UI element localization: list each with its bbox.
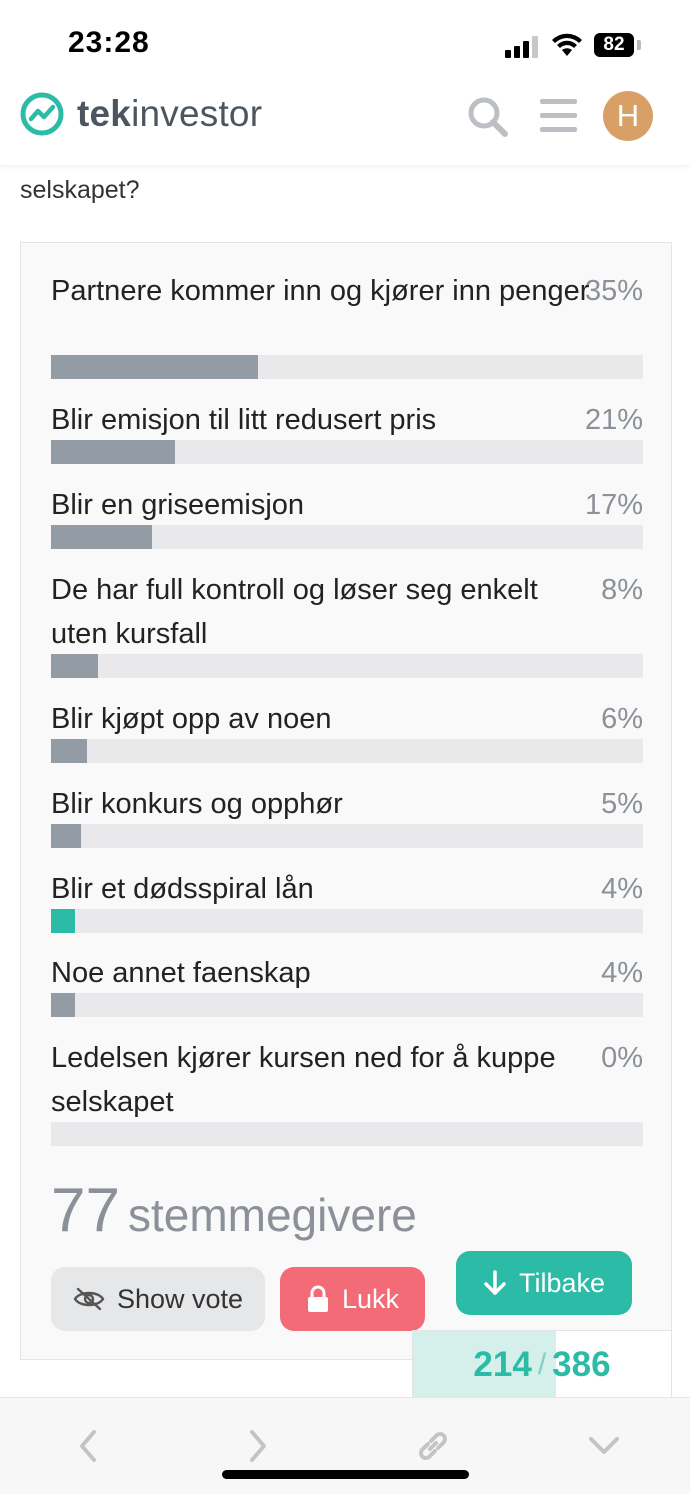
poll-option-percent: 35% [584,275,643,307]
poll-container: Partnere kommer inn og kjører inn penger… [20,242,672,1360]
progress-current: 214 [473,1345,532,1384]
poll-option-percent: 5% [601,788,643,820]
site-logo-text[interactable]: tekinvestor [77,93,262,135]
poll-option-percent: 4% [601,957,643,989]
post-progress-indicator[interactable]: 214 / 386 [412,1330,672,1400]
site-header: tekinvestor H [0,80,690,165]
poll-option-fill [51,993,75,1017]
poll-option-bar [51,654,643,678]
back-icon[interactable] [76,1426,100,1466]
poll-option-bar [51,440,643,464]
progress-text: 214 / 386 [413,1331,671,1399]
logo-bold: tek [77,93,132,134]
close-poll-label: Lukk [341,1283,400,1314]
search-icon[interactable] [466,95,510,139]
poll-option-label: De har full kontroll og løser seg enkelt… [51,574,538,650]
poll-option-bar [51,739,643,763]
link-icon[interactable] [413,1426,453,1466]
poll-option-percent: 17% [584,489,643,521]
progress-fill [413,1331,556,1399]
browser-toolbar [0,1397,690,1494]
poll-option-fill-voted [51,909,75,933]
poll-option-label: Partnere kommer inn og kjører inn penger [51,275,590,307]
chevron-down-icon[interactable] [586,1426,622,1466]
voter-count-number: 77 [51,1176,120,1245]
forward-icon[interactable] [246,1426,270,1466]
poll-option-label: Ledelsen kjører kursen ned for å kuppe s… [51,1042,556,1118]
poll-option-label: Blir kjøpt opp av noen [51,703,332,735]
poll-option-bar [51,993,643,1017]
poll-option-percent: 21% [584,404,643,436]
poll-option-fill [51,440,176,464]
cellular-signal-icon [505,34,541,58]
poll-option-bar [51,525,643,549]
lock-icon [307,1285,328,1312]
tekinvestor-logo-icon[interactable] [20,92,64,136]
poll-option-fill [51,654,99,678]
back-to-bottom-button[interactable]: Tilbake [456,1251,632,1315]
poll-option-label: Blir konkurs og opphør [51,788,343,820]
wifi-icon [552,33,582,56]
poll-option-percent: 4% [601,873,643,905]
voter-count: 77 stemmegivere [51,1175,417,1246]
poll-option-bar [51,824,643,848]
show-vote-label: Show vote [116,1283,244,1314]
battery-nub [637,40,641,50]
poll-option-label: Blir et dødsspiral lån [51,873,314,905]
poll-option-percent: 0% [601,1042,643,1074]
poll-option-fill [51,824,81,848]
hamburger-menu-icon[interactable] [540,99,577,133]
status-time: 23:28 [68,26,150,59]
poll-option-percent: 8% [601,574,643,606]
poll-option-percent: 6% [601,703,643,735]
status-bar: 23:28 82 [0,0,690,80]
poll-option-label: Noe annet faenskap [51,957,311,989]
eye-slash-icon [73,1287,105,1311]
poll-option-label: Blir en griseemisjon [51,489,305,521]
poll-option-fill [51,525,152,549]
close-poll-button[interactable]: Lukk [280,1267,425,1331]
poll-option-fill [51,355,259,379]
poll-option-bar [51,909,643,933]
progress-total: 386 [552,1345,611,1384]
tilbake-label: Tilbake [518,1267,606,1298]
show-vote-button[interactable]: Show vote [51,1267,265,1331]
user-avatar[interactable]: H [603,91,653,141]
arrow-down-icon [484,1270,506,1295]
home-indicator [222,1470,469,1479]
voter-count-label: stemmegivere [127,1189,417,1241]
poll-option-bar [51,355,643,379]
poll-question-text: selskapet? [20,176,140,204]
poll-option-fill [51,739,87,763]
poll-option-label: Blir emisjon til litt redusert pris [51,404,437,436]
progress-separator: / [537,1348,547,1381]
logo-light: investor [131,93,263,134]
battery-icon: 82 [594,33,634,57]
poll-option-bar [51,1122,643,1146]
